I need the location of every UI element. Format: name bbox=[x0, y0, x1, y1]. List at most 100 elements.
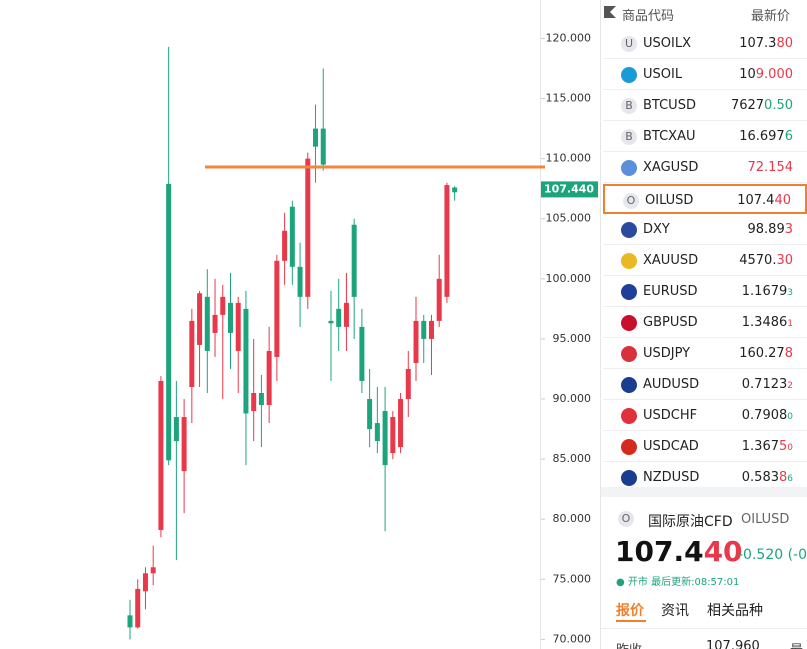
candle-body bbox=[189, 320, 195, 387]
symbol-icon bbox=[621, 408, 637, 424]
watchlist-row[interactable]: USDJPY 160.278 bbox=[603, 339, 807, 369]
price-head: 0.7908 bbox=[741, 408, 788, 423]
price-tail: 80 bbox=[776, 36, 793, 51]
candle-body bbox=[428, 320, 434, 339]
symbol-icon bbox=[621, 346, 637, 362]
watchlist-row[interactable]: USOIL 109.000 bbox=[603, 60, 807, 90]
price-tail: 0.50 bbox=[764, 98, 793, 113]
candle-body bbox=[251, 393, 257, 412]
candle-body bbox=[452, 187, 458, 193]
watchlist-row[interactable]: XAUUSD 4570.30 bbox=[603, 246, 807, 276]
symbol-icon: B bbox=[621, 129, 637, 145]
detail-symbol: OILUSD bbox=[741, 512, 790, 527]
price-tail: 5 bbox=[778, 439, 788, 454]
change-pct: (-0. bbox=[787, 547, 807, 563]
chart: 70.000 75.000 80.000 85.000 90.000 95.000 100.… bbox=[127, 0, 598, 649]
price: 76270.50 bbox=[731, 98, 793, 113]
divider bbox=[600, 0, 601, 649]
candle-body bbox=[436, 278, 442, 321]
price: 160.278 bbox=[739, 346, 793, 361]
price-head: 0.583 bbox=[741, 470, 779, 485]
symbol-icon bbox=[621, 67, 637, 83]
price: 109.000 bbox=[739, 67, 793, 82]
watchlist-row[interactable]: XAGUSD 72.154 bbox=[603, 153, 807, 183]
watchlist-row[interactable]: AUDUSD 0.71232 bbox=[603, 370, 807, 400]
price-tail: 40 bbox=[703, 535, 743, 568]
price: 107.380 bbox=[739, 36, 793, 51]
tab[interactable]: 报价 bbox=[616, 603, 644, 619]
price: 0.58386 bbox=[742, 470, 793, 485]
tab[interactable]: 资讯 bbox=[661, 603, 689, 619]
y-tick-label: 120.000 bbox=[546, 31, 592, 44]
candle-body bbox=[405, 368, 411, 400]
price-pip: 3 bbox=[787, 288, 793, 298]
price-head: 1.1679 bbox=[741, 284, 788, 299]
y-tick-label: 105.000 bbox=[546, 212, 592, 225]
watchlist-row[interactable]: U USOILX 107.380 bbox=[603, 29, 807, 59]
symbol: BTCXAU bbox=[643, 129, 696, 144]
separator bbox=[601, 487, 807, 497]
price-tail: 40 bbox=[774, 193, 791, 208]
candle-body bbox=[359, 326, 365, 381]
candle-body bbox=[266, 350, 272, 406]
watchlist-row[interactable]: GBPUSD 1.34861 bbox=[603, 308, 807, 338]
price-head: 0.7123 bbox=[741, 377, 788, 392]
symbol: BTCUSD bbox=[643, 98, 696, 113]
candle-body bbox=[336, 308, 342, 327]
candle-body bbox=[343, 302, 349, 327]
watchlist-row[interactable]: EURUSD 1.16793 bbox=[603, 277, 807, 307]
price-head: 160.27 bbox=[739, 346, 785, 361]
candle-body bbox=[282, 230, 288, 261]
price-tail: 8 bbox=[784, 346, 793, 361]
prev-close-label: 昨收 bbox=[616, 639, 642, 649]
symbol-icon bbox=[621, 315, 637, 331]
watchlist-row[interactable]: B BTCUSD 76270.50 bbox=[603, 91, 807, 121]
price-head: 16.697 bbox=[739, 129, 785, 144]
last-price-box bbox=[541, 181, 598, 198]
y-tick-label: 80.000 bbox=[553, 512, 592, 525]
symbol-icon bbox=[621, 439, 637, 455]
symbol: NZDUSD bbox=[643, 470, 700, 485]
candle-body bbox=[204, 296, 210, 351]
candle-body bbox=[197, 293, 203, 345]
y-tick-label: 115.000 bbox=[546, 92, 592, 105]
candle-body bbox=[313, 128, 319, 147]
price-head: 107.3 bbox=[739, 36, 777, 51]
next-label: 最 bbox=[790, 639, 803, 649]
candle-body bbox=[444, 185, 450, 297]
candle-body bbox=[166, 183, 172, 461]
candle-body bbox=[374, 423, 380, 442]
candle-body bbox=[305, 158, 311, 297]
watchlist-row[interactable]: USDCAD 1.36750 bbox=[603, 432, 807, 462]
candle-body bbox=[421, 320, 427, 339]
candle-body bbox=[413, 320, 419, 363]
watchlist-row[interactable]: O OILUSD 107.440 bbox=[603, 184, 807, 214]
price: 16.6976 bbox=[739, 129, 793, 144]
price-tail: 30 bbox=[776, 253, 793, 268]
collapse-icon[interactable] bbox=[604, 6, 616, 18]
updated: 最后更新:08:57:01 bbox=[651, 577, 740, 588]
symbol: USOIL bbox=[643, 67, 683, 82]
price: 4570.30 bbox=[739, 253, 793, 268]
candle-body bbox=[150, 567, 156, 574]
watchlist-row[interactable]: DXY 98.893 bbox=[603, 215, 807, 245]
prev-close: 107.960 bbox=[706, 639, 760, 649]
candle-body bbox=[351, 224, 357, 297]
price: 1.16793 bbox=[742, 284, 793, 299]
y-tick-label: 95.000 bbox=[553, 332, 592, 345]
price-head: 7627 bbox=[730, 98, 765, 113]
candle-body bbox=[274, 260, 280, 357]
candle-body bbox=[297, 266, 303, 297]
watchlist-row[interactable]: USDCHF 0.79080 bbox=[603, 401, 807, 431]
price-head: 1.367 bbox=[741, 439, 779, 454]
price-pip: 2 bbox=[787, 381, 793, 391]
price-head: 1.3486 bbox=[741, 315, 788, 330]
price-tail: 3 bbox=[784, 222, 793, 237]
symbol-icon: B bbox=[621, 98, 637, 114]
candle-body bbox=[135, 588, 141, 628]
tab[interactable]: 相关品种 bbox=[707, 603, 763, 619]
price-tail: 72.154 bbox=[747, 160, 794, 175]
candle-body bbox=[289, 206, 295, 267]
watchlist-row[interactable]: B BTCXAU 16.6976 bbox=[603, 122, 807, 152]
detail-name: 国际原油CFD bbox=[648, 514, 733, 530]
